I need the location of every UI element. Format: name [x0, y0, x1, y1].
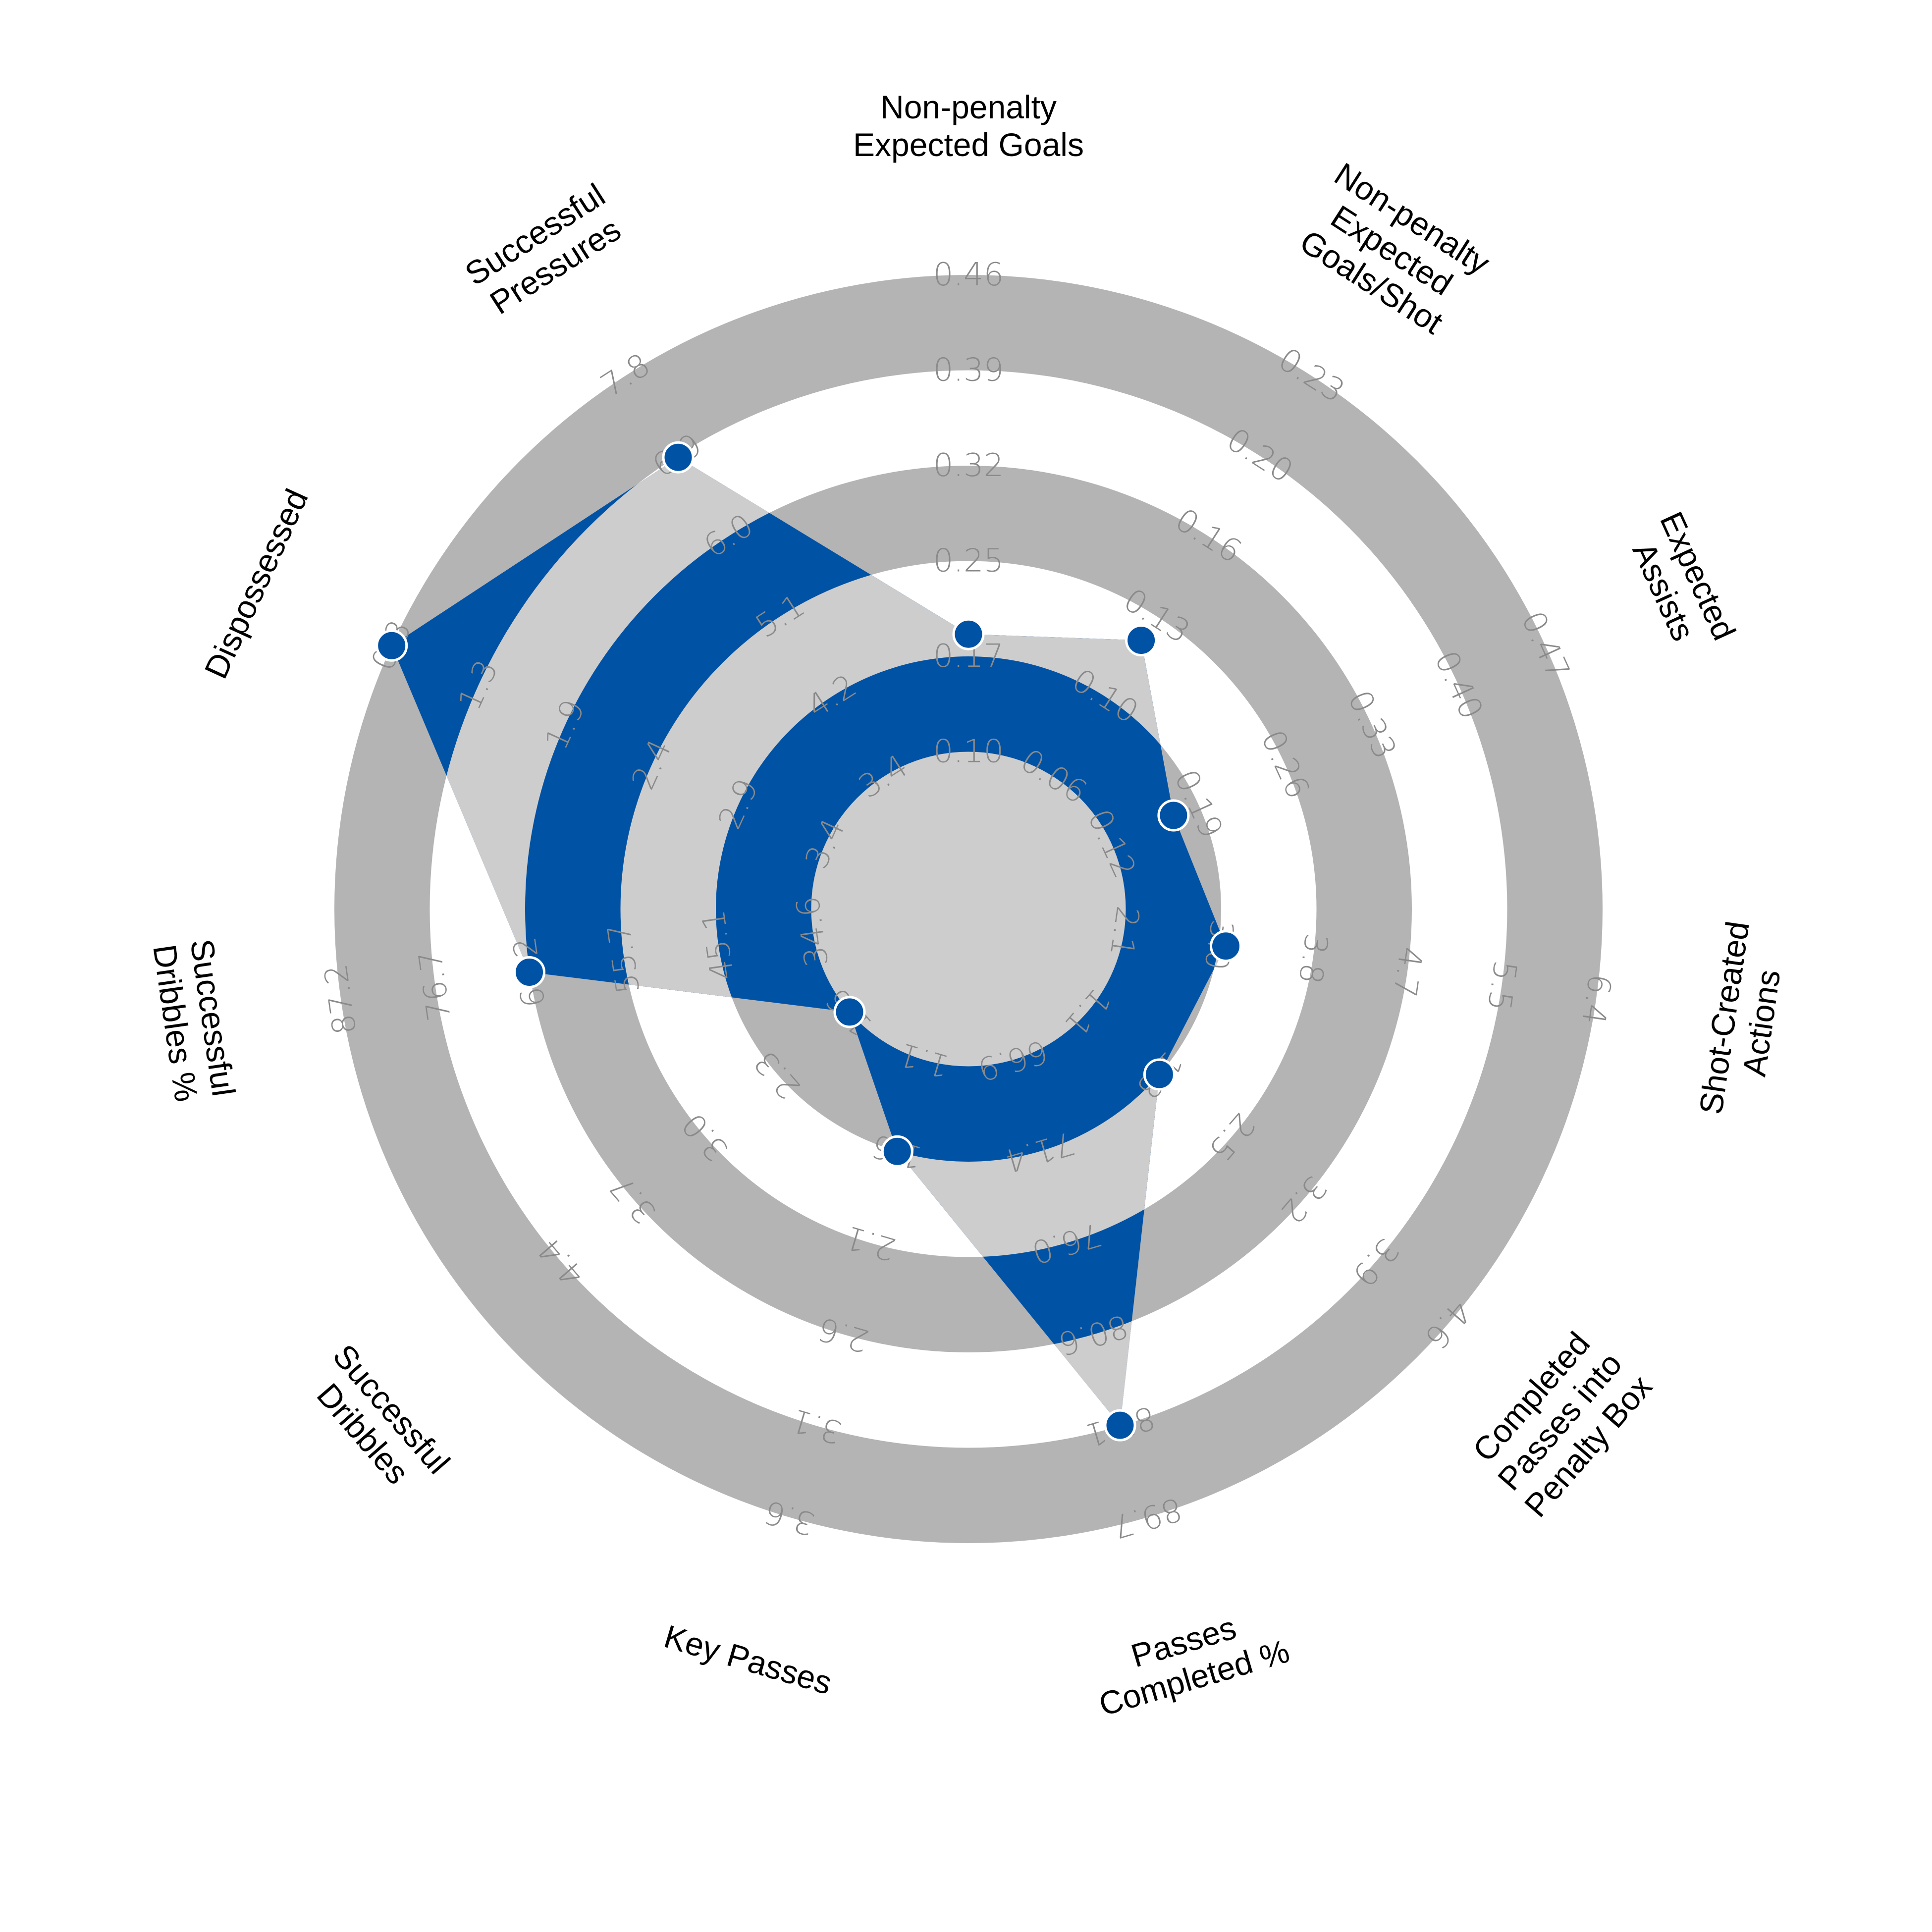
center-hole: [907, 847, 1030, 971]
parameter-label: CompletedPasses intoPenalty Box: [1460, 1319, 1659, 1524]
parameter-label-line: Non-penalty: [880, 89, 1057, 125]
data-point: [1143, 1058, 1176, 1091]
tick-label: 0.32: [933, 447, 1004, 484]
tick-label: 6.4: [1574, 972, 1618, 1027]
parameter-label: SuccessfulPressures: [458, 176, 632, 324]
parameter-label: Dispossessed: [197, 483, 315, 684]
tick-label: 5.5: [1480, 958, 1524, 1013]
data-point: [376, 629, 408, 662]
data-point: [1104, 1409, 1136, 1442]
data-point: [662, 441, 695, 474]
parameter-label: Shot-CreatedActions: [1692, 919, 1793, 1122]
tick-label: 3.8: [1291, 931, 1335, 986]
tick-label: 0.10: [933, 734, 1004, 770]
tick-label: 4.7: [1386, 945, 1429, 1000]
data-point: [1210, 930, 1242, 963]
parameter-label: Non-penalty Expected Goals: [853, 89, 1084, 163]
parameter-label-line: Dispossessed: [197, 483, 315, 684]
parameter-label: Key Passes: [660, 1617, 836, 1701]
parameter-label: SuccessfulDribbles %: [146, 937, 242, 1104]
parameter-label: PassesCompleted %: [1084, 1596, 1293, 1723]
data-point: [1125, 624, 1158, 657]
parameter-label: ExpectedAssists: [1619, 506, 1743, 661]
data-point: [952, 618, 985, 650]
parameter-label: Non-penaltyExpectedGoals/Shot: [1288, 156, 1497, 345]
data-point: [1157, 799, 1190, 832]
tick-label: 0.39: [933, 352, 1004, 389]
data-point: [881, 1135, 913, 1168]
tick-label: 0.25: [933, 543, 1004, 580]
parameter-label: SuccessfulDribbles: [297, 1337, 457, 1505]
tick-label: 0.46: [933, 257, 1004, 293]
data-point: [513, 956, 545, 988]
tick-label: 2.1: [1102, 904, 1146, 959]
parameter-label-line: Key Passes: [660, 1617, 836, 1701]
data-point: [833, 996, 866, 1028]
parameter-label-line: Expected Goals: [853, 126, 1084, 163]
